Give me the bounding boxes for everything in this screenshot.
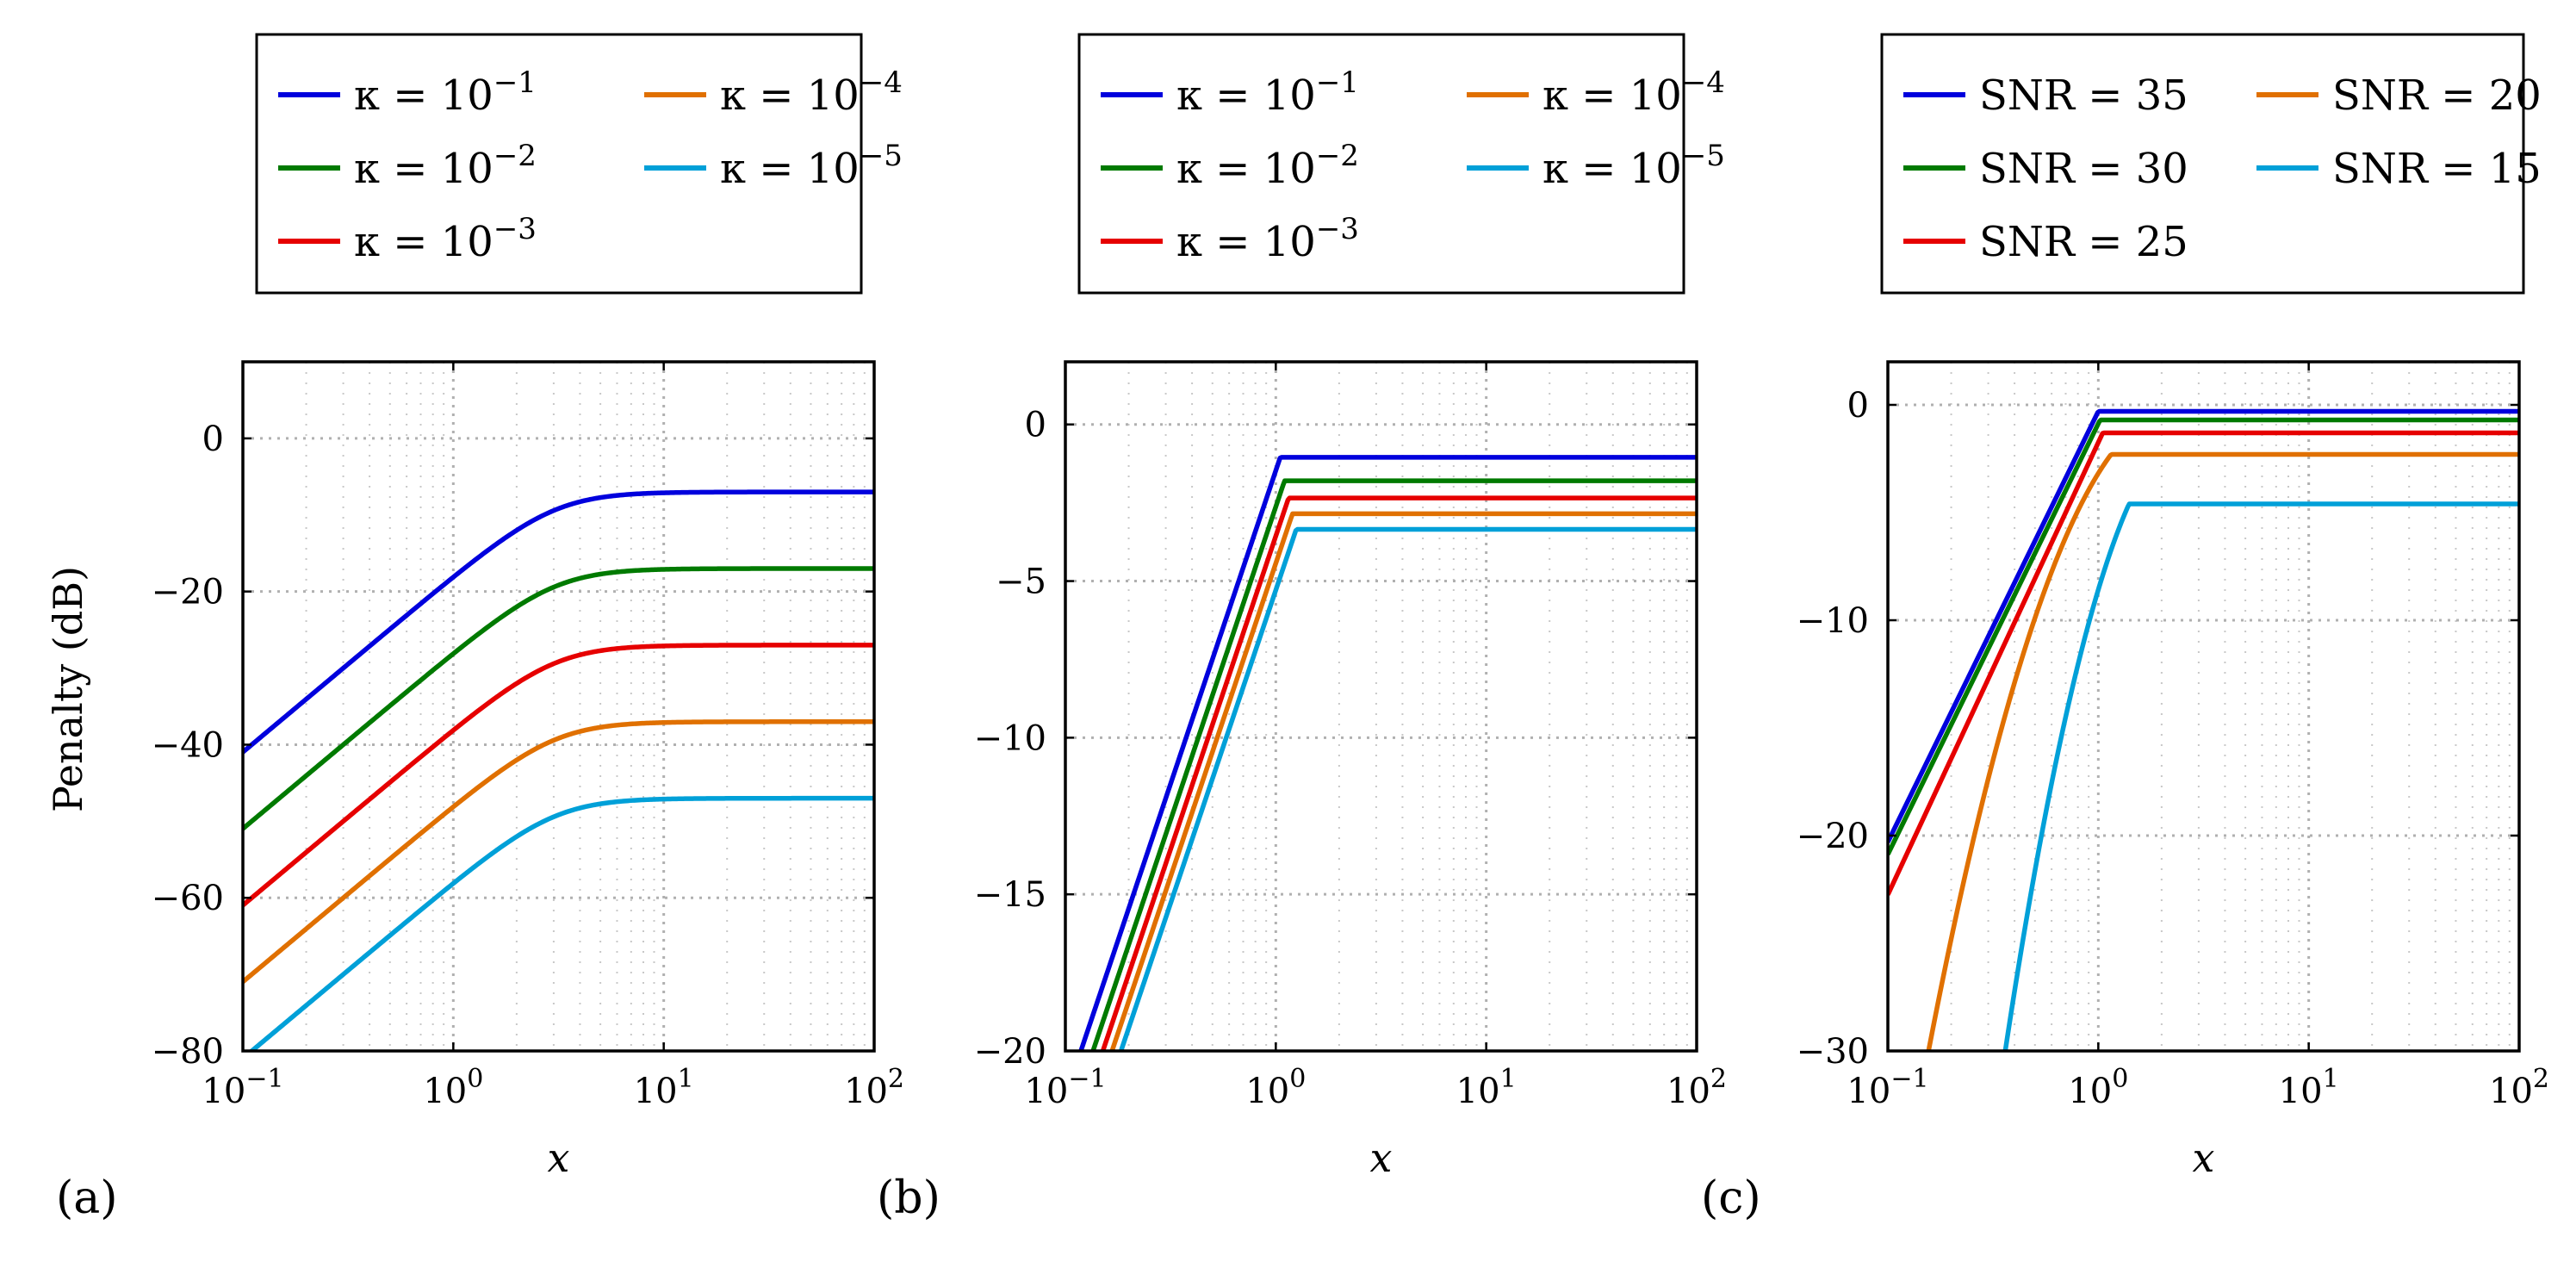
legend: κ = 10−1 κ = 10−2 κ = 10−3 κ = 10−4 κ = 10−5 <box>255 33 903 295</box>
x-tick-label: 101 <box>634 1064 694 1111</box>
series-line <box>1888 430 2519 896</box>
y-tick-label: −30 <box>1797 1032 1869 1072</box>
legend-entry: SNR = 30 <box>1979 145 2188 193</box>
x-tick-label: 102 <box>2489 1064 2549 1111</box>
legend-entry: κ = 10−5 <box>720 139 903 193</box>
series-line <box>1118 526 1697 1051</box>
x-axis-label: x <box>548 1135 570 1181</box>
series-line <box>1090 478 1697 1051</box>
series-line <box>243 566 874 831</box>
series-line <box>1926 451 2519 1051</box>
series-line <box>1078 455 1697 1051</box>
legend-box <box>1077 33 1685 295</box>
y-tick-label: −80 <box>152 1032 224 1072</box>
y-tick-label: −20 <box>1797 817 1869 856</box>
legend-entry: κ = 10−4 <box>720 65 903 120</box>
legend: κ = 10−1 κ = 10−2 κ = 10−3 κ = 10−4 κ = 10−5 <box>1077 33 1725 295</box>
legend-entry: κ = 10−4 <box>1542 65 1725 120</box>
plot-frame <box>1064 360 1698 1053</box>
panel-label: (c) <box>1701 1172 1761 1224</box>
panel-label: (b) <box>877 1172 940 1224</box>
series-line <box>243 489 874 755</box>
x-tick-label: 10−1 <box>1847 1064 1928 1111</box>
legend-entry: κ = 10−1 <box>354 65 537 120</box>
series-line <box>1109 511 1697 1051</box>
legend: SNR = 35 SNR = 30 SNR = 25 SNR = 20 SNR = 15 <box>1880 33 2542 295</box>
plot-frame <box>241 360 876 1053</box>
y-tick-label: −5 <box>996 563 1046 602</box>
legend-box <box>1880 33 2525 295</box>
legend-entry: κ = 10−1 <box>1176 65 1359 120</box>
legend-entry: SNR = 20 <box>2332 71 2542 120</box>
series-line <box>243 719 874 984</box>
x-axis-label: x <box>1370 1135 1393 1181</box>
legend-entry: SNR = 15 <box>2332 145 2542 193</box>
x-tick-label: 100 <box>423 1064 483 1111</box>
x-tick-label: 102 <box>1667 1064 1727 1111</box>
y-tick-label: −10 <box>1797 601 1869 641</box>
x-tick-label: 100 <box>2068 1064 2128 1111</box>
x-tick-label: 102 <box>844 1064 904 1111</box>
y-tick-label: −20 <box>152 573 224 612</box>
plot-frame <box>1886 360 2521 1053</box>
legend-entry: κ = 10−2 <box>1176 139 1359 193</box>
y-tick-label: 0 <box>1025 406 1046 445</box>
x-axis-label: x <box>2193 1135 2215 1181</box>
legend-entry: κ = 10−5 <box>1542 139 1725 193</box>
legend-entry: SNR = 25 <box>1979 218 2188 266</box>
y-tick-label: −60 <box>152 879 224 918</box>
panel-label: (a) <box>56 1172 118 1224</box>
legend-entry: κ = 10−2 <box>354 139 537 193</box>
legend-entry: κ = 10−3 <box>354 212 537 266</box>
y-tick-label: −10 <box>974 718 1046 758</box>
x-tick-label: 10−1 <box>1024 1064 1106 1111</box>
series-line <box>243 643 874 907</box>
y-tick-label: 0 <box>202 420 224 459</box>
y-axis-label: Penalty (dB) <box>45 566 91 812</box>
series-line <box>1100 495 1697 1051</box>
y-tick-label: −20 <box>974 1032 1046 1072</box>
legend-box <box>255 33 863 295</box>
y-tick-label: −15 <box>974 875 1046 915</box>
series-line <box>2002 501 2519 1051</box>
y-tick-label: −40 <box>152 725 224 765</box>
series-line <box>1888 417 2519 856</box>
series-line <box>1888 408 2519 843</box>
x-tick-label: 101 <box>1456 1064 1517 1111</box>
legend-entry: SNR = 35 <box>1979 71 2188 120</box>
y-tick-label: 0 <box>1847 386 1869 426</box>
series-line <box>248 795 874 1051</box>
x-tick-label: 100 <box>1245 1064 1306 1111</box>
x-tick-label: 101 <box>2279 1064 2339 1111</box>
legend-entry: κ = 10−3 <box>1176 212 1359 266</box>
x-tick-label: 10−1 <box>202 1064 283 1111</box>
